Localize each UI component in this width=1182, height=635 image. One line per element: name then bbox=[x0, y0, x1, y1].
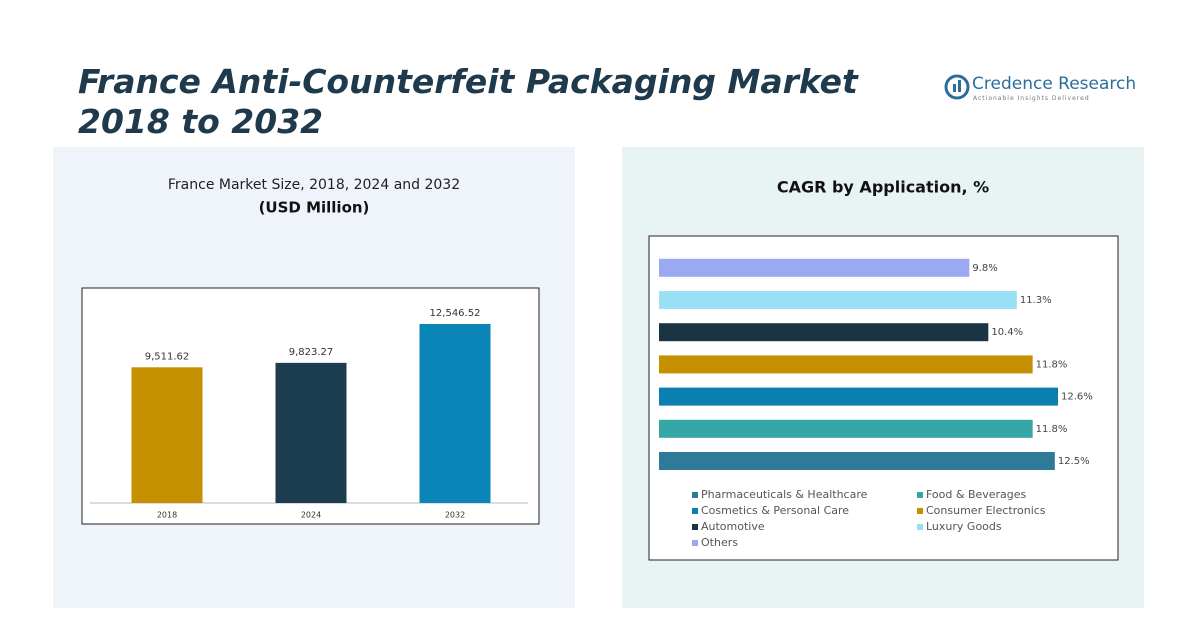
legend-label: Others bbox=[701, 536, 738, 549]
value-label: 12.5% bbox=[1058, 456, 1090, 467]
legend-label: Food & Beverages bbox=[926, 488, 1027, 501]
bar bbox=[275, 362, 347, 503]
legend-label: Luxury Goods bbox=[926, 520, 1002, 533]
bar bbox=[659, 452, 1055, 470]
legend-swatch bbox=[692, 540, 698, 546]
page-title: France Anti-Counterfeit Packaging Market… bbox=[78, 62, 858, 141]
bar bbox=[419, 324, 491, 503]
bar bbox=[131, 367, 203, 503]
bar bbox=[659, 323, 989, 342]
bar bbox=[659, 419, 1033, 438]
legend-swatch bbox=[917, 524, 923, 530]
value-label: 9.8% bbox=[972, 263, 997, 274]
bar bbox=[659, 258, 970, 277]
legend-label: Pharmaceuticals & Healthcare bbox=[701, 488, 868, 501]
value-label: 12.6% bbox=[1061, 392, 1093, 403]
bar bbox=[659, 387, 1058, 406]
legend-swatch bbox=[692, 508, 698, 514]
value-label: 10.4% bbox=[991, 327, 1023, 338]
legend-swatch bbox=[917, 492, 923, 498]
value-label: 12,546.52 bbox=[430, 308, 481, 319]
logo-icon bbox=[944, 74, 970, 100]
legend-swatch bbox=[917, 508, 923, 514]
logo-name: Credence Research bbox=[972, 74, 1137, 94]
value-label: 11.8% bbox=[1036, 424, 1068, 435]
chart-title: CAGR by Application, % bbox=[777, 178, 989, 197]
legend-label: Automotive bbox=[701, 520, 765, 533]
value-label: 11.3% bbox=[1020, 295, 1052, 306]
value-label: 11.8% bbox=[1036, 359, 1068, 370]
value-label: 9,511.62 bbox=[145, 351, 190, 362]
legend-label: Cosmetics & Personal Care bbox=[701, 504, 849, 517]
x-tick-label: 2024 bbox=[301, 511, 321, 520]
chart-title: France Market Size, 2018, 2024 and 2032 bbox=[168, 177, 460, 193]
logo-tagline: Actionable Insights Delivered bbox=[973, 95, 1090, 102]
value-label: 9,823.27 bbox=[289, 347, 334, 358]
x-tick-label: 2032 bbox=[445, 511, 465, 520]
bar bbox=[659, 291, 1017, 309]
legend-swatch bbox=[692, 492, 698, 498]
legend-swatch bbox=[692, 524, 698, 530]
x-tick-label: 2018 bbox=[157, 511, 177, 520]
bar bbox=[659, 355, 1033, 374]
legend-label: Consumer Electronics bbox=[926, 504, 1046, 517]
chart-subtitle: (USD Million) bbox=[259, 199, 370, 217]
